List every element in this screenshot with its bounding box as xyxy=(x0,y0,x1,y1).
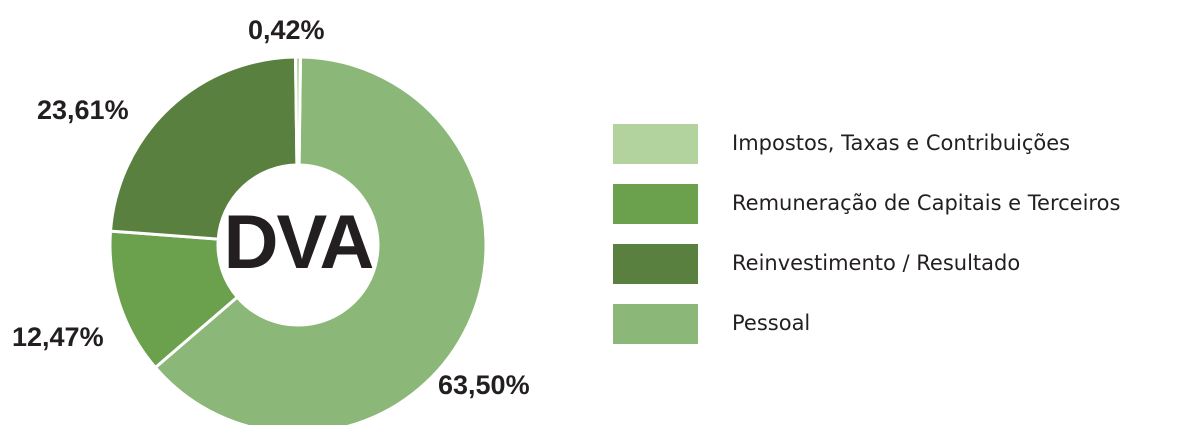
legend-label-impostos: Impostos, Taxas e Contribuições xyxy=(732,131,1071,155)
donut-chart-svg: DVA 63,50% 12,47% 23,61% 0,42% xyxy=(12,15,530,425)
center-label: DVA xyxy=(224,200,373,285)
legend-item-remuneracao: Remuneração de Capitais e Terceiros xyxy=(613,184,1183,224)
donut-hole xyxy=(218,165,378,325)
slice-label-impostos: 0,42% xyxy=(248,15,325,45)
legend-label-pessoal: Pessoal xyxy=(732,311,811,335)
legend-swatch-pessoal xyxy=(613,304,698,344)
legend-label-remuneracao: Remuneração de Capitais e Terceiros xyxy=(732,191,1121,215)
legend-item-reinvestimento: Reinvestimento / Resultado xyxy=(613,244,1183,284)
legend-item-pessoal: Pessoal xyxy=(613,304,1183,344)
legend-swatch-impostos xyxy=(613,124,698,164)
slice-impostos xyxy=(293,55,303,167)
slice-label-reinvestimento: 23,61% xyxy=(37,95,129,125)
slice-label-pessoal: 63,50% xyxy=(438,370,530,400)
legend-swatch-reinvestimento xyxy=(613,244,698,284)
slices-layer xyxy=(108,55,488,425)
slice-label-remuneracao: 12,47% xyxy=(12,322,104,352)
legend-swatch-remuneracao xyxy=(613,184,698,224)
legend: Impostos, Taxas e Contribuições Remunera… xyxy=(613,124,1183,364)
legend-item-impostos: Impostos, Taxas e Contribuições xyxy=(613,124,1183,164)
legend-label-reinvestimento: Reinvestimento / Resultado xyxy=(732,251,1021,275)
